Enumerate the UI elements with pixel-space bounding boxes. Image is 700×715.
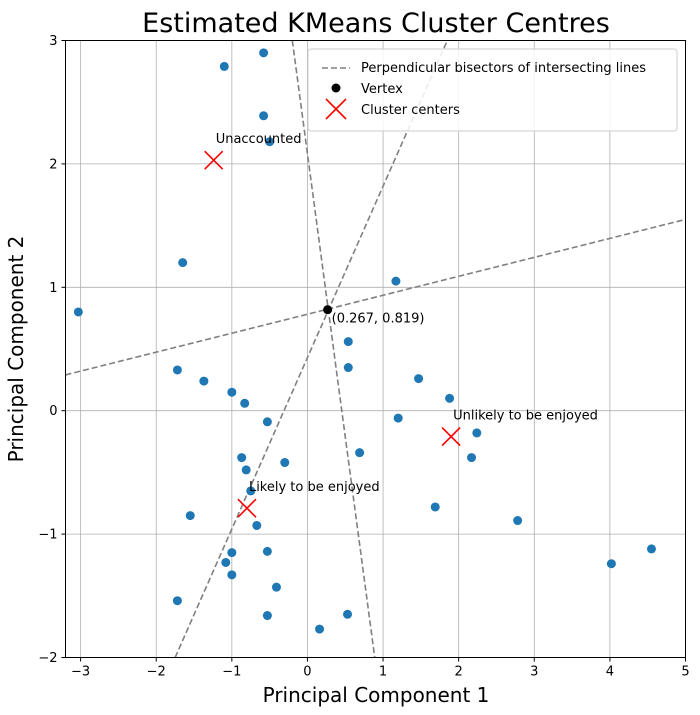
cluster-center-stroke: [204, 150, 224, 170]
data-point: [646, 544, 656, 554]
data-point: [185, 511, 195, 521]
y-tick-label: −1: [38, 528, 57, 543]
data-point: [606, 559, 616, 569]
cluster-center-stroke: [441, 427, 461, 447]
cluster-center-stroke: [237, 498, 257, 518]
annotations: Unaccounted Unlikely to be enjoyed Likely …: [216, 132, 598, 495]
x-tick-label: −1: [222, 665, 241, 680]
data-point: [343, 363, 353, 373]
data-point: [271, 582, 281, 592]
data-points: [73, 48, 656, 634]
data-point: [237, 453, 247, 463]
y-tick-label: 3: [49, 34, 57, 49]
cluster-center-label: Likely to be enjoyed: [249, 480, 380, 495]
data-point: [227, 548, 237, 558]
data-point: [172, 596, 182, 606]
y-tick-label: 2: [49, 157, 57, 172]
data-point: [445, 393, 455, 403]
cluster-center-marker: [204, 150, 224, 170]
cluster-center-label: Unlikely to be enjoyed: [453, 409, 598, 424]
bisectors: [65, 40, 686, 658]
vertex-label: (0.267, 0.819): [332, 312, 425, 327]
grid: [65, 40, 686, 658]
data-point: [259, 48, 269, 58]
x-tick-label: 3: [530, 665, 538, 680]
x-tick-label: 2: [455, 665, 463, 680]
y-axis-label: Principal Component 2: [4, 236, 28, 463]
data-point: [240, 398, 250, 408]
data-point: [472, 428, 482, 438]
y-tick-label: −2: [38, 651, 57, 666]
legend: Perpendicular bisectors of intersecting …: [307, 48, 678, 132]
data-point: [393, 413, 403, 423]
legend-box: [307, 48, 678, 132]
y-tick-label: 0: [49, 404, 57, 419]
cluster-center-marker: [237, 498, 257, 518]
data-point: [172, 365, 182, 375]
data-point: [343, 609, 353, 619]
y-tick-label: 1: [49, 281, 57, 296]
x-tick-label: 5: [681, 665, 689, 680]
data-point: [265, 137, 275, 147]
x-tick-label: 4: [606, 665, 614, 680]
x-axis-ticks: −3 −2 −1 0 1 2 3 4 5: [71, 657, 690, 680]
data-point: [219, 61, 229, 71]
bisector-line: [65, 218, 686, 376]
x-tick-label: 1: [379, 665, 387, 680]
data-point: [391, 276, 401, 286]
plot-frame: [65, 40, 686, 658]
cluster-centers: [204, 150, 461, 518]
data-point: [280, 458, 290, 468]
data-point: [252, 520, 262, 530]
legend-label-vertex: Vertex: [361, 82, 403, 97]
data-point: [178, 258, 188, 268]
data-point: [343, 337, 353, 347]
data-point: [241, 465, 251, 475]
x-axis-label: Principal Component 1: [263, 683, 490, 707]
y-axis-ticks: −2 −1 0 1 2 3: [38, 34, 66, 666]
data-point: [73, 307, 83, 317]
data-point: [262, 546, 272, 556]
chart-title: Estimated KMeans Cluster Centres: [142, 8, 610, 39]
data-point: [430, 502, 440, 512]
data-point: [221, 557, 231, 567]
x-tick-label: −2: [147, 665, 166, 680]
cluster-center-label: Unaccounted: [216, 132, 302, 147]
data-point: [315, 624, 325, 634]
x-tick-label: −3: [71, 665, 90, 680]
bisector-line: [174, 40, 449, 658]
data-point: [467, 453, 477, 463]
data-point: [513, 516, 523, 526]
data-point: [414, 374, 424, 384]
cluster-center-marker: [441, 427, 461, 447]
legend-vertex-marker: [331, 83, 341, 93]
legend-label-centers: Cluster centers: [361, 103, 460, 118]
legend-label-bisectors: Perpendicular bisectors of intersecting …: [361, 61, 646, 76]
data-point: [259, 111, 269, 121]
legend-x-marker: [325, 98, 347, 120]
vertex-point: [323, 305, 333, 315]
data-point: [227, 570, 237, 580]
data-point: [246, 486, 256, 496]
data-point: [355, 448, 365, 458]
data-point: [262, 417, 272, 427]
data-point: [199, 376, 209, 386]
data-point: [262, 611, 272, 621]
data-point: [227, 387, 237, 397]
vertex-group: [323, 305, 333, 315]
x-tick-label: 0: [303, 665, 311, 680]
bisector-line: [291, 40, 376, 658]
